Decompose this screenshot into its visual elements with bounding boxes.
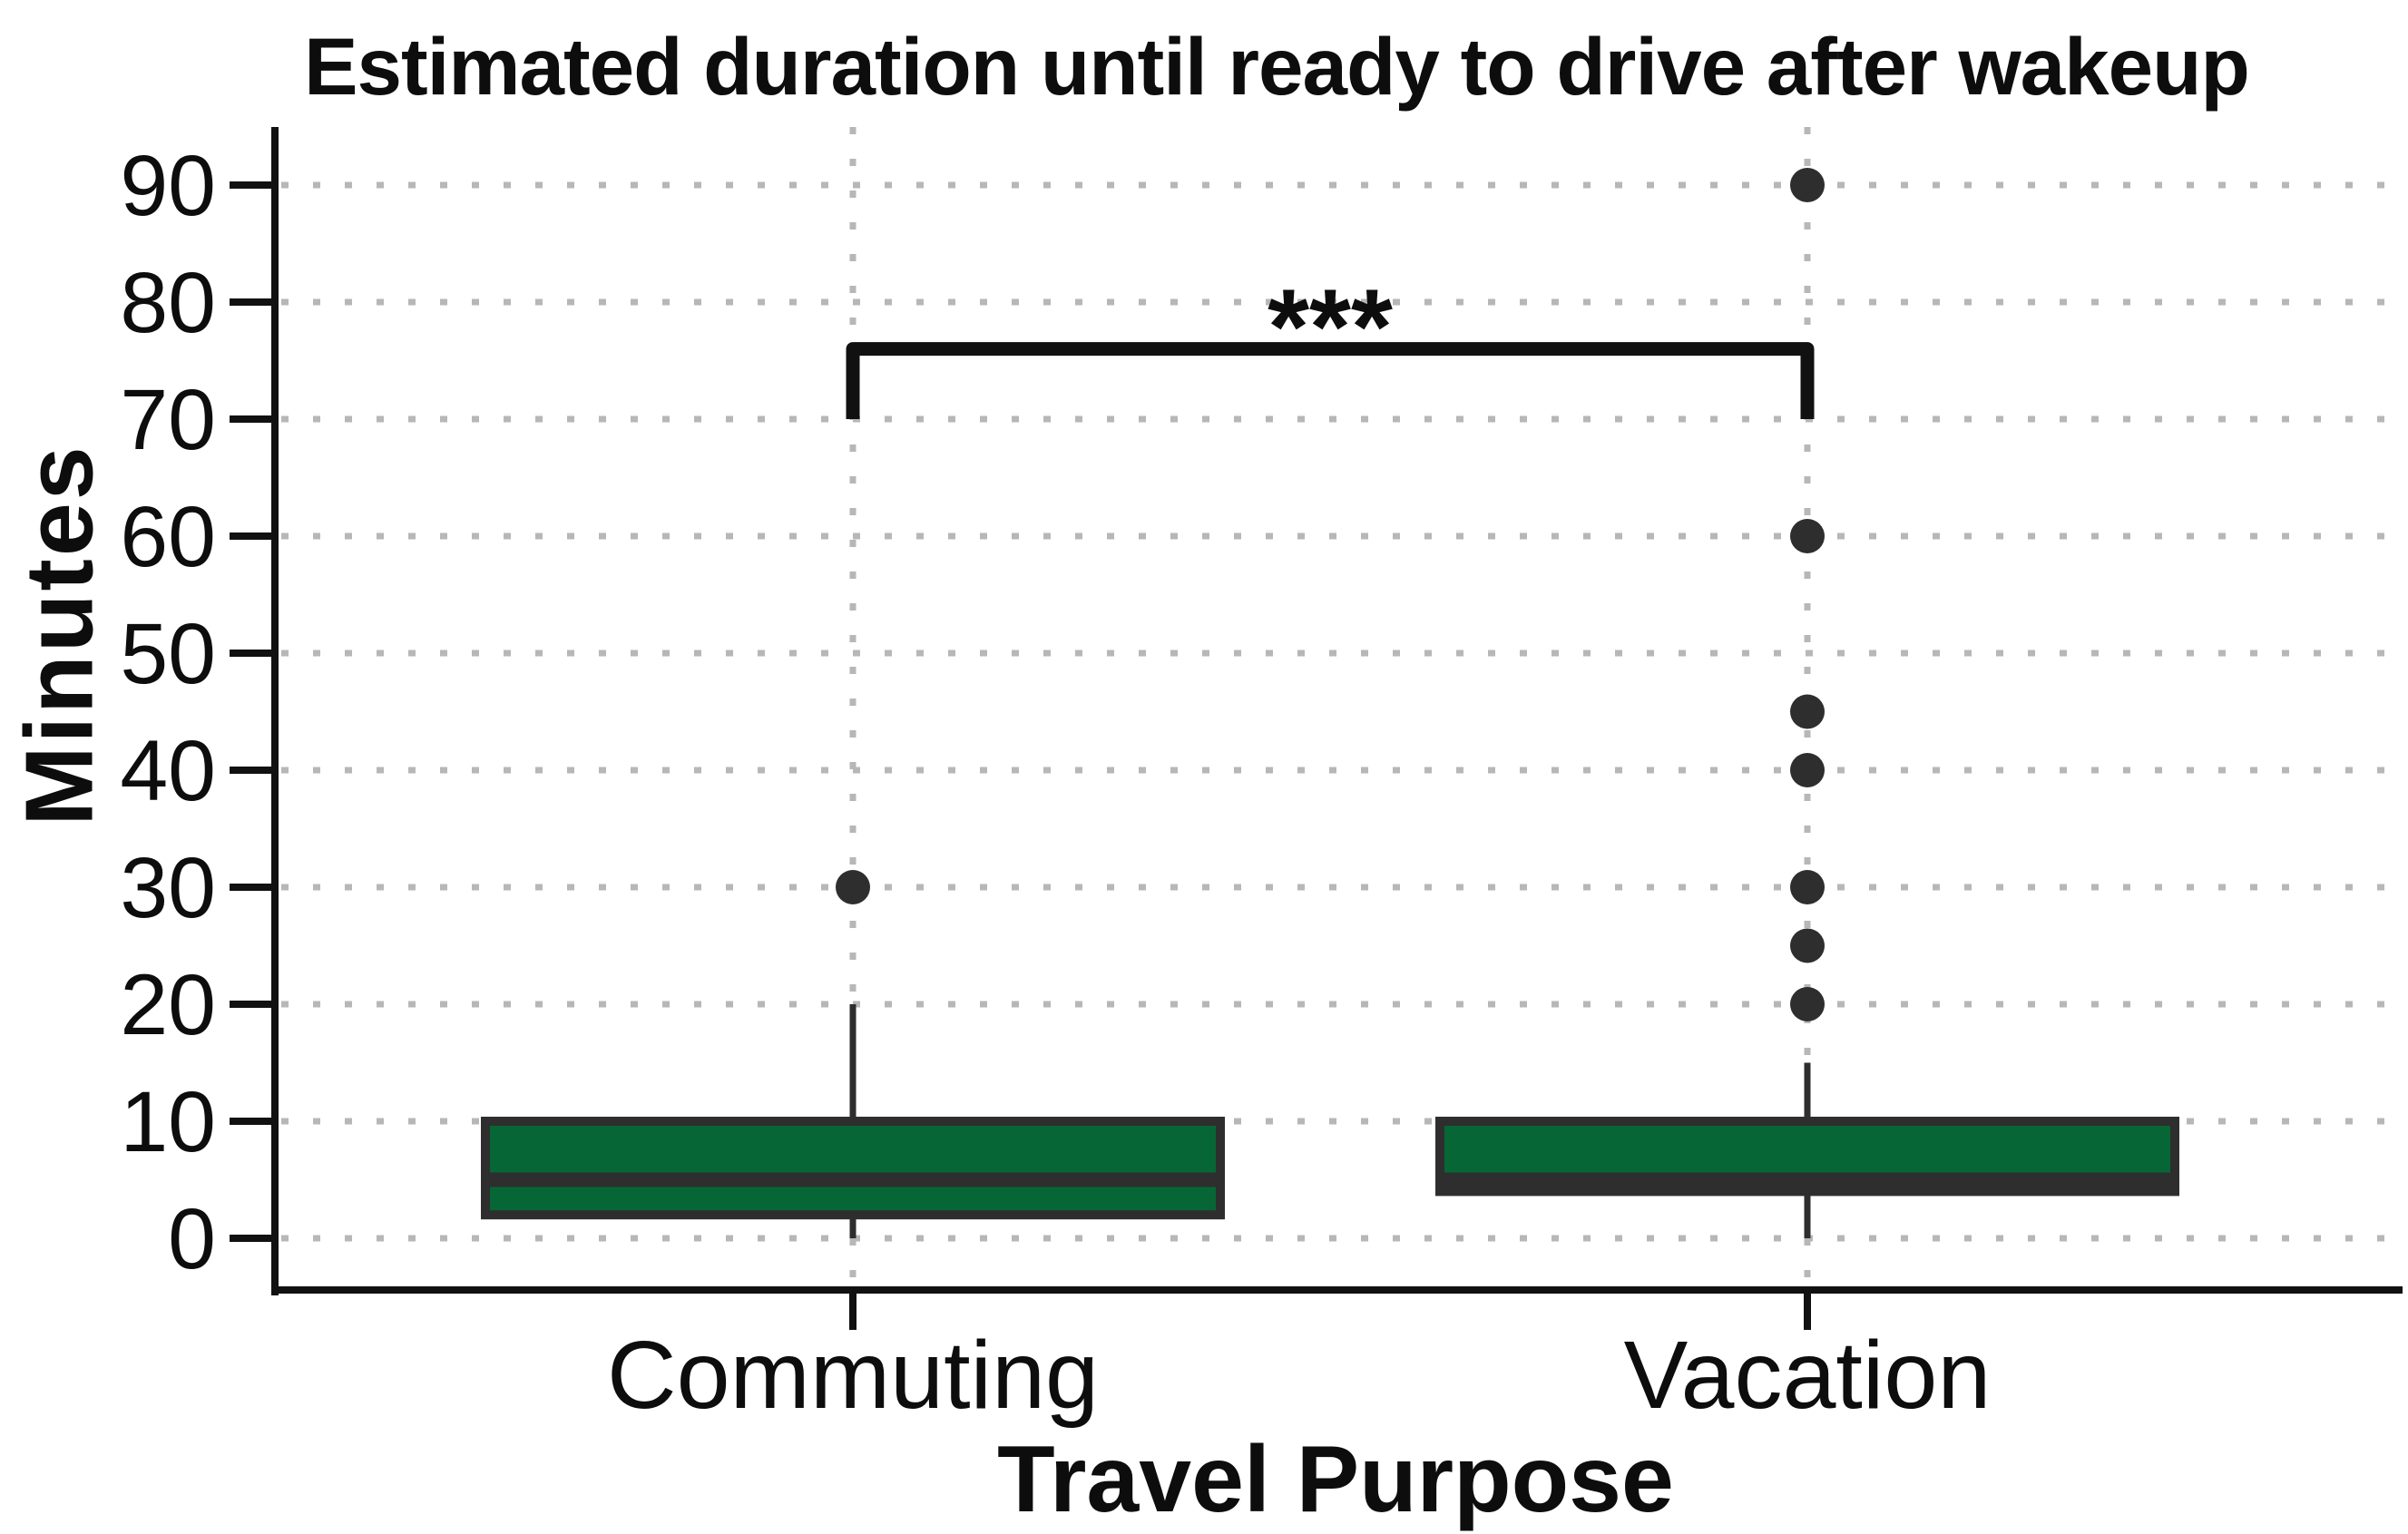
median-line [485, 1172, 1220, 1187]
y-tick-label: 10 [120, 1074, 216, 1170]
outlier-dot [836, 870, 870, 904]
median-line [1440, 1172, 2175, 1187]
y-tick-label: 80 [120, 255, 216, 351]
chart-title: Estimated duration until ready to drive … [304, 21, 2250, 112]
outlier-dot [1790, 928, 1825, 963]
box [481, 1117, 1225, 1220]
y-tick-label: 90 [120, 138, 216, 234]
significance-label: *** [1268, 268, 1393, 387]
significance-bracket [846, 342, 1815, 419]
y-tick-label: 40 [120, 723, 216, 819]
x-axis-title: Travel Purpose [997, 1427, 1674, 1532]
outlier-dot [1790, 694, 1825, 729]
x-category-label: Commuting [607, 1322, 1099, 1429]
y-tick-label: 70 [120, 372, 216, 468]
y-tick-label: 20 [120, 957, 216, 1053]
outlier-dot [1790, 870, 1825, 904]
outlier-dot [1790, 519, 1825, 553]
y-tick-label: 60 [120, 489, 216, 585]
outlier-dot [1790, 753, 1825, 787]
outlier-dot [1790, 987, 1825, 1021]
x-category-label: Vacation [1624, 1322, 1992, 1429]
y-tick-label: 30 [120, 840, 216, 936]
y-tick-label: 0 [168, 1191, 216, 1287]
outlier-dot [1790, 168, 1825, 202]
y-tick-label: 50 [120, 606, 216, 702]
